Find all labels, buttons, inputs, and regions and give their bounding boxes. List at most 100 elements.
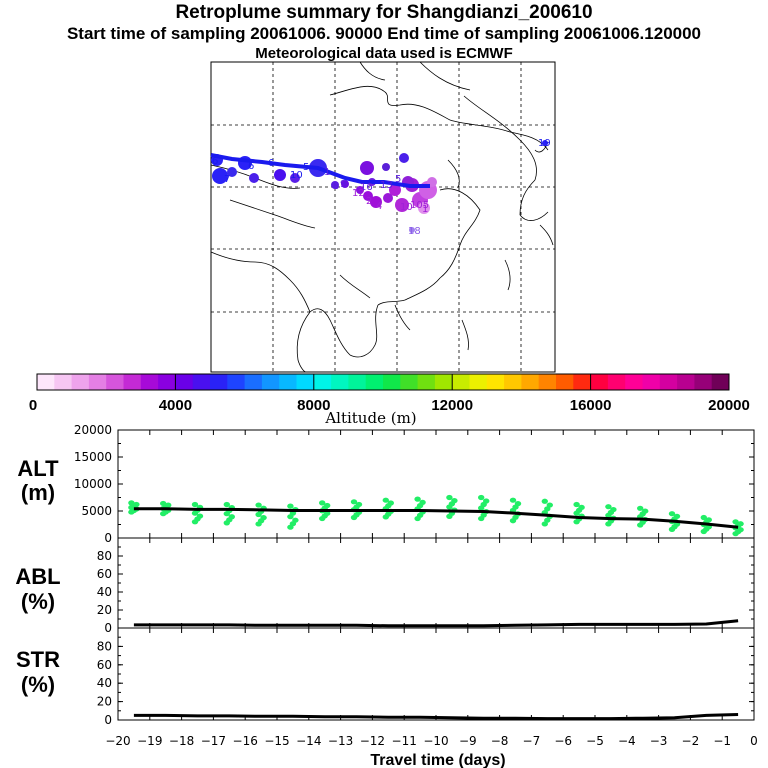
x-tick-label: −7 [523, 734, 541, 748]
altitude-colorbar: 0 4000 8000 12000 16000 20000 [29, 373, 750, 414]
plume-position-marker [399, 153, 409, 163]
colorbar-swatch [659, 374, 678, 390]
plume-position-marker [341, 180, 349, 188]
altitude-point [223, 501, 230, 508]
plume-day-label: 12 [352, 188, 365, 199]
colorbar-swatch [261, 374, 280, 390]
altitude-point [355, 501, 363, 508]
colorbar-swatch [140, 374, 159, 390]
x-tick-label: −1 [713, 734, 731, 748]
altitude-point [737, 527, 744, 533]
x-axis-label: Travel time (days) [370, 752, 505, 768]
panel-label: ABL [15, 564, 60, 589]
colorbar-swatch [538, 374, 557, 390]
chart-title: Retroplume summary for Shangdianzi_20061… [175, 2, 593, 23]
colorbar-tick-label: 4000 [159, 397, 192, 414]
plume-position-marker [542, 140, 548, 146]
plume-day-label: 8 [333, 181, 339, 192]
y-tick-label: 80 [97, 639, 112, 653]
x-tick-label: −8 [491, 734, 509, 748]
colorbar-swatch [123, 374, 142, 390]
altitude-point [196, 513, 204, 519]
altitude-point [324, 510, 331, 516]
plume-day-label: 7 [224, 174, 230, 185]
y-tick-label: 60 [97, 658, 112, 672]
colorbar-swatch [365, 374, 384, 390]
plume-day-label: 16 [360, 182, 373, 193]
plume-position-marker [356, 186, 364, 194]
altitude-point [737, 521, 744, 527]
plume-day-label: 18 [408, 226, 421, 237]
altitude-point [605, 504, 612, 510]
colorbar-swatch [244, 374, 263, 390]
x-tick-label: −12 [360, 734, 385, 748]
plume-day-label: 6 [268, 158, 274, 169]
altitude-point [319, 500, 326, 506]
plume-position-marker [363, 191, 373, 201]
map-gridlines [211, 62, 555, 372]
colorbar-swatch [106, 374, 124, 390]
colorbar-swatch [227, 374, 245, 390]
x-tick-label: −10 [423, 734, 448, 748]
plume-position-marker [274, 169, 286, 181]
colorbar-frame [36, 373, 730, 391]
y-tick-label: 0 [104, 531, 112, 545]
y-tick-label: 10000 [74, 477, 112, 491]
colorbar-swatch [469, 374, 488, 390]
y-tick-label: 5000 [81, 504, 112, 518]
panel-unit-label: (%) [21, 589, 55, 614]
plume-position-marker [290, 173, 300, 183]
colorbar-swatch [434, 374, 453, 390]
altitude-point [514, 501, 522, 507]
altitude-point [419, 499, 426, 505]
plume-day-label: 6 [248, 161, 254, 172]
colorbar-swatch [296, 374, 315, 390]
altitude-point [414, 496, 421, 502]
altitude-point [350, 499, 358, 505]
plume-position-marker [383, 193, 393, 203]
panel-unit-label: (%) [21, 672, 55, 697]
colorbar-tick-label: 12000 [431, 397, 473, 414]
colorbar-swatch [504, 374, 522, 390]
plume-day-label: 5 [395, 174, 401, 185]
map-frame [210, 61, 556, 373]
altitude-point [705, 517, 712, 523]
x-tick-label: −16 [233, 734, 258, 748]
time-series-panels: 05000100001500020000ALT(m)020406080ABL(%… [15, 423, 755, 727]
colorbar-swatch [452, 374, 470, 390]
plume-position-marker [382, 163, 390, 171]
colorbar-swatch [210, 374, 228, 390]
x-tick-label: −2 [682, 734, 700, 748]
altitude-point [642, 508, 649, 514]
altitude-point [228, 514, 235, 520]
plume-day-label: 1 [422, 204, 428, 215]
plume-day-label: 19 [538, 138, 551, 149]
y-tick-label: 40 [97, 585, 112, 599]
altitude-point [541, 498, 548, 504]
plume-position-marker [249, 173, 259, 183]
y-tick-label: 20 [97, 695, 112, 709]
coastlines-and-borders [210, 61, 554, 373]
x-tick-label: −3 [650, 734, 668, 748]
colorbar-swatch [400, 374, 418, 390]
plume-position-marker [418, 202, 430, 214]
panel-frame [117, 537, 755, 629]
altitude-point [133, 501, 140, 508]
altitude-point [260, 515, 267, 521]
x-tick-label: −17 [201, 734, 226, 748]
altitude-point [324, 502, 331, 509]
y-tick-label: 60 [97, 567, 112, 581]
y-tick-label: 20000 [74, 423, 112, 437]
colorbar-swatch [677, 374, 695, 390]
plume-day-label: 10 [290, 170, 303, 181]
x-tick-label: −4 [618, 734, 636, 748]
x-tick-label: 0 [750, 734, 758, 748]
colorbar-swatch [331, 374, 349, 390]
x-tick-label: −6 [554, 734, 572, 748]
altitude-point [668, 511, 676, 517]
x-tick-label: −14 [296, 734, 321, 748]
altitude-point [478, 494, 485, 501]
sampling-time-subtitle: Start time of sampling 20061006. 90000 E… [66, 24, 702, 43]
